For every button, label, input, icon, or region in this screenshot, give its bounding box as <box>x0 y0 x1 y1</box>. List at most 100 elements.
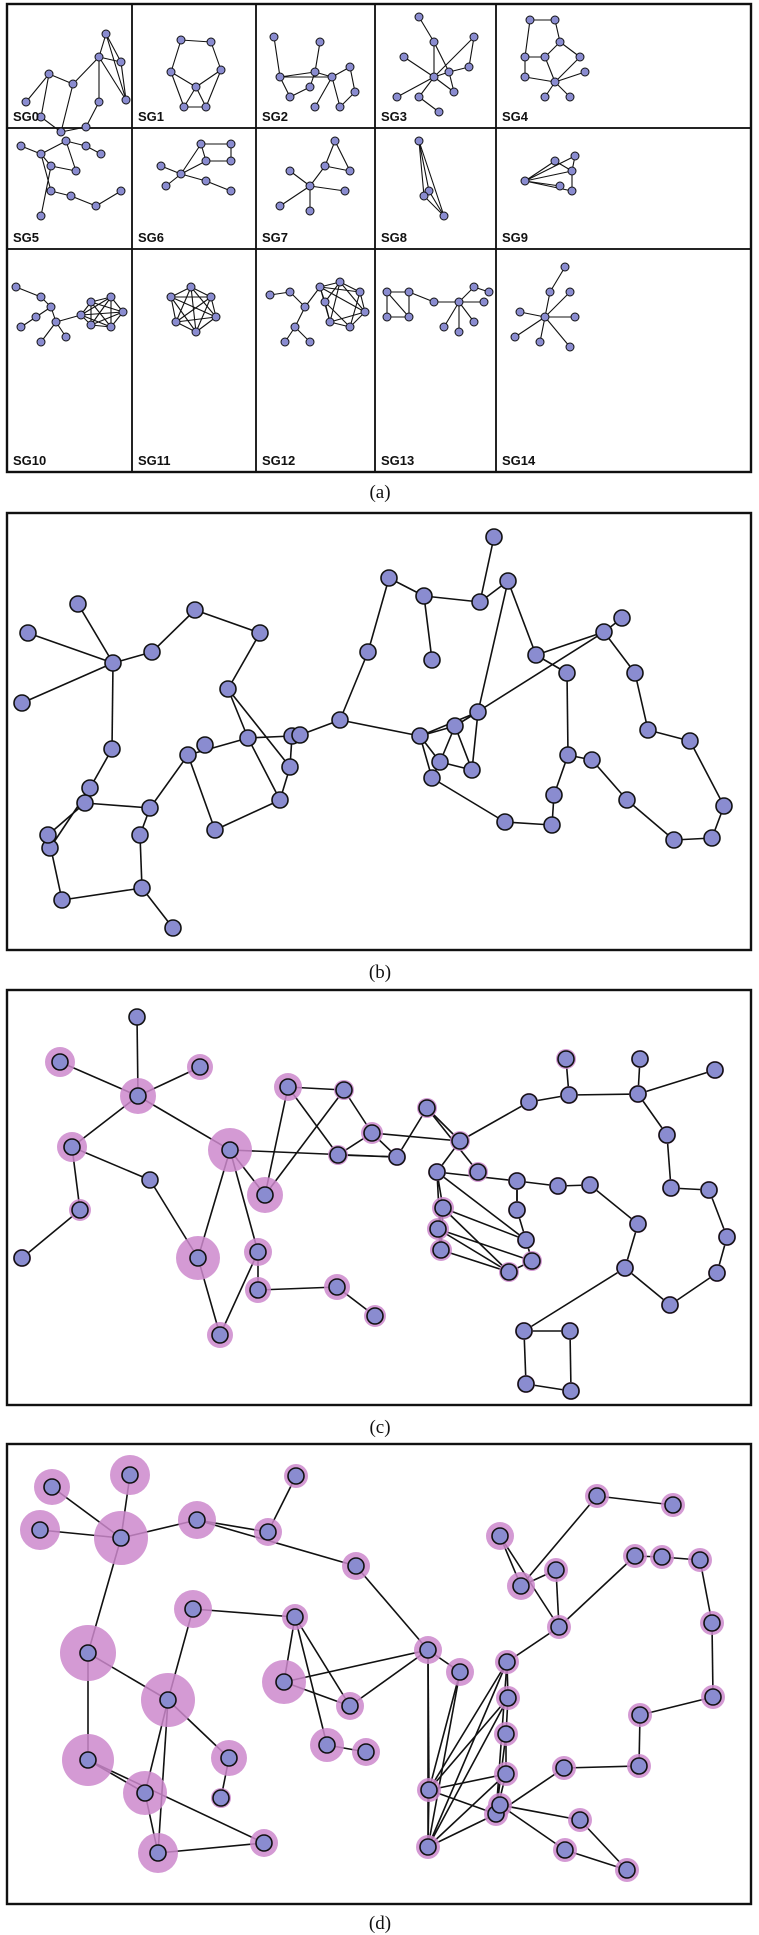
subgraph-0 <box>21 29 131 137</box>
subgraph-node <box>285 92 295 102</box>
graph-b-node <box>545 786 563 804</box>
subgraph-node <box>355 287 365 297</box>
subgraph-edge <box>279 71 316 78</box>
subgraph-node <box>570 312 580 322</box>
subgraph-node <box>106 322 116 332</box>
subgraph-node <box>176 169 186 179</box>
subgraph-edge <box>396 76 435 98</box>
subgraph-edge <box>170 39 182 73</box>
subgraph-cell <box>131 248 257 473</box>
subgraph-node <box>439 322 449 332</box>
graph-c-node <box>629 1085 647 1103</box>
subgraph-node <box>580 67 590 77</box>
graph-d-node <box>588 1487 606 1505</box>
graph-d-node <box>287 1467 305 1485</box>
graph-b-node <box>499 572 517 590</box>
graph-d-node <box>220 1749 238 1767</box>
graph-b-node <box>681 732 699 750</box>
subgraph-edge <box>339 281 366 313</box>
subgraph-node <box>86 297 96 307</box>
graph-c-edge <box>569 1330 572 1392</box>
subgraph-cell <box>495 127 752 250</box>
graph-d-node <box>341 1697 359 1715</box>
graph-c-node <box>616 1259 634 1277</box>
graph-d-node <box>626 1547 644 1565</box>
subgraph-node <box>315 282 325 292</box>
graph-d-node <box>550 1618 568 1636</box>
graph-c-node <box>662 1179 680 1197</box>
graph-b-node <box>446 717 464 735</box>
graph-c-edge <box>287 1086 339 1156</box>
graph-c-node <box>256 1186 274 1204</box>
subgraph-node <box>414 136 424 146</box>
graph-d-node <box>498 1653 516 1671</box>
graph-d-node <box>664 1496 682 1514</box>
subgraph-edges <box>20 140 122 217</box>
subgraph-cell <box>495 3 752 129</box>
subgraph-edge <box>468 36 475 68</box>
subgraph-label: SG9 <box>502 230 528 245</box>
graph-b-edge <box>227 688 291 768</box>
subgraph-node <box>345 322 355 332</box>
subgraph-node <box>327 72 337 82</box>
subgraph-edge <box>418 140 445 217</box>
subgraph-node <box>56 127 66 137</box>
graph-d-node <box>79 1751 97 1769</box>
graph-d-edge <box>428 1697 509 1791</box>
subgraph-edge <box>40 153 52 192</box>
subgraph-edge <box>210 41 222 71</box>
graph-d-edge <box>427 1671 461 1848</box>
graph-c-edge <box>264 1089 345 1196</box>
subgraph-node <box>116 186 126 196</box>
subgraph-node <box>300 302 310 312</box>
subgraph-edges <box>514 266 575 348</box>
subgraph-node <box>310 67 320 77</box>
graph-c-halos <box>13 1047 736 1400</box>
subgraph-node <box>520 72 530 82</box>
graph-d-edge <box>558 1555 636 1628</box>
subgraph-node <box>567 186 577 196</box>
subgraph-edge <box>273 36 281 78</box>
graph-b-node <box>13 694 31 712</box>
graph-b-edge <box>61 887 143 901</box>
graph-d-node <box>571 1811 589 1829</box>
graph-c-node <box>508 1172 526 1190</box>
graph-b-node <box>143 643 161 661</box>
panel-a-subgraph-grid: SG0 SG1 SG2 SG3 SG4 SG5 SG6 SG7 SG8 SG9 SG10 SG11 SG… <box>5 2 753 503</box>
subgraph-edge <box>60 83 74 133</box>
subgraph-nodes <box>11 282 128 347</box>
graph-b-node <box>665 831 683 849</box>
subgraph-node <box>275 72 285 82</box>
graph-b-edge <box>77 603 114 664</box>
subgraph-edges <box>418 140 445 217</box>
subgraph-node <box>91 201 101 211</box>
graph-d-edge <box>294 1616 351 1707</box>
subgraph-edge <box>40 140 67 155</box>
graph-d-edge <box>499 1804 566 1851</box>
graph-d-node <box>703 1614 721 1632</box>
subgraph-node <box>345 62 355 72</box>
graph-c-node <box>515 1322 533 1340</box>
subgraph-edge <box>95 190 122 207</box>
graph-b-edge <box>507 580 537 656</box>
graph-d-node <box>497 1725 515 1743</box>
graph-b-edge <box>339 651 369 721</box>
subgraph-node <box>434 107 444 117</box>
subgraph-edge <box>544 316 571 348</box>
subgraph-node <box>201 176 211 186</box>
graph-b-node <box>543 816 561 834</box>
graph-b-edge <box>214 799 281 831</box>
subgraph-node <box>399 52 409 62</box>
subgraph-edge <box>433 41 450 73</box>
subgraph-edges <box>160 143 232 192</box>
graph-c-edge <box>21 1209 81 1259</box>
graph-b-node <box>141 799 159 817</box>
subgraph-node <box>31 312 41 322</box>
subgraph-node <box>46 302 56 312</box>
graph-b-node <box>431 753 449 771</box>
graph-c-edge <box>437 1228 533 1262</box>
subgraph-node <box>66 191 76 201</box>
graph-b-node <box>131 826 149 844</box>
graph-c-nodes <box>13 1008 736 1400</box>
graph-c-node <box>708 1264 726 1282</box>
